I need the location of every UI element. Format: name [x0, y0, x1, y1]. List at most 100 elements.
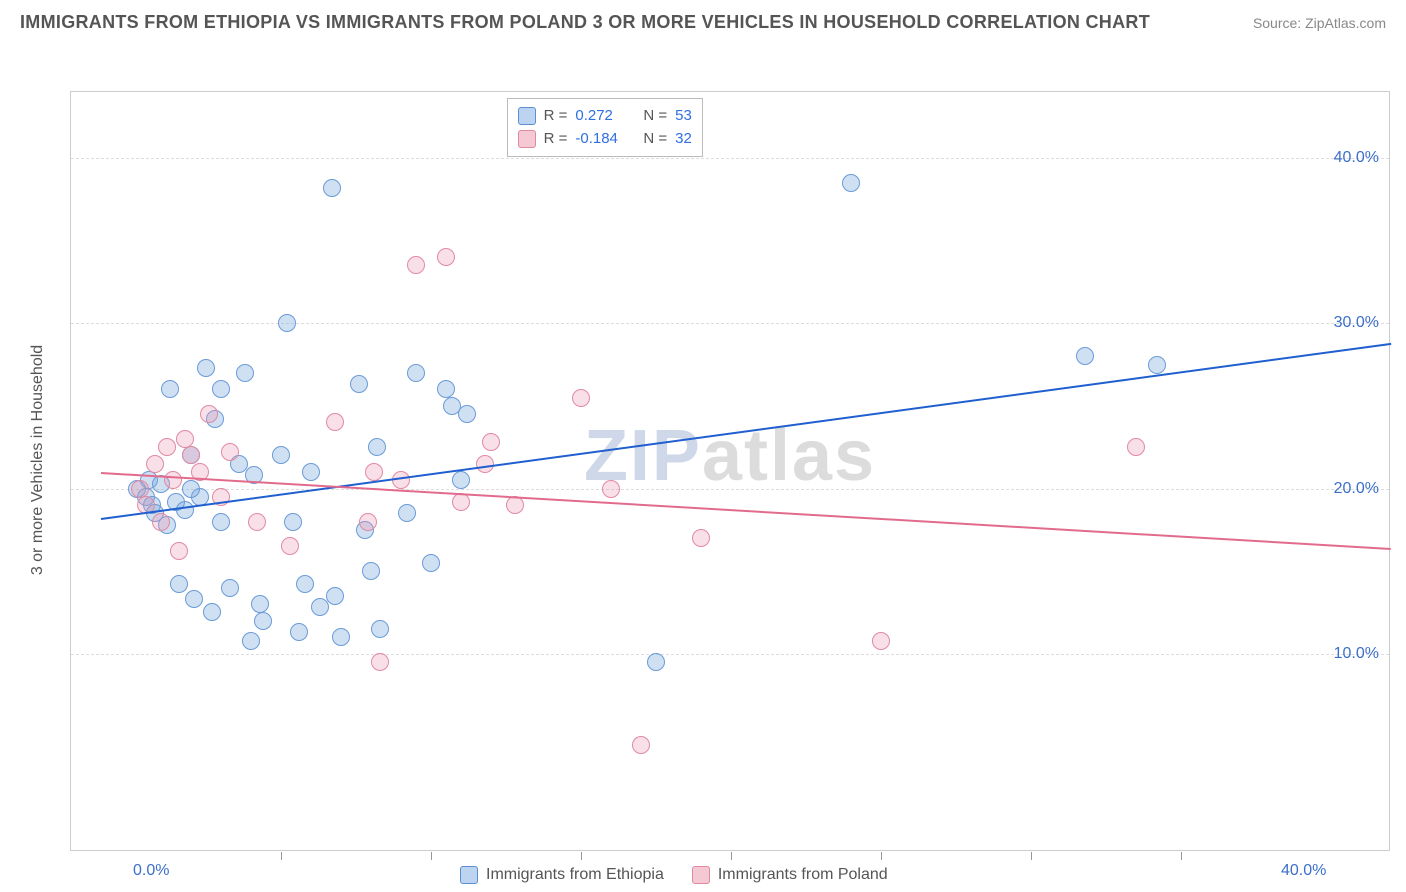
data-point	[272, 446, 290, 464]
data-point	[170, 542, 188, 560]
data-point	[632, 736, 650, 754]
legend-swatch	[518, 130, 536, 148]
y-tick-label: 40.0%	[1334, 149, 1379, 167]
data-point	[284, 513, 302, 531]
data-point	[200, 405, 218, 423]
data-point	[164, 471, 182, 489]
y-tick-label: 30.0%	[1334, 314, 1379, 332]
data-point	[236, 364, 254, 382]
data-point	[452, 471, 470, 489]
data-point	[176, 501, 194, 519]
data-point	[212, 380, 230, 398]
data-point	[158, 438, 176, 456]
data-point	[131, 480, 149, 498]
legend-label: Immigrants from Ethiopia	[486, 866, 664, 884]
data-point	[602, 480, 620, 498]
n-label: N =	[643, 105, 667, 128]
stats-legend: R = 0.272 N = 53 R = -0.184 N = 32	[507, 98, 703, 157]
data-point	[326, 413, 344, 431]
data-point	[407, 256, 425, 274]
data-point	[350, 375, 368, 393]
x-minor-tick	[1031, 852, 1032, 860]
data-point	[212, 513, 230, 531]
data-point	[278, 314, 296, 332]
r-label: R =	[544, 105, 568, 128]
data-point	[392, 471, 410, 489]
data-point	[146, 455, 164, 473]
data-point	[311, 598, 329, 616]
gridline-h	[71, 489, 1389, 490]
data-point	[365, 463, 383, 481]
data-point	[872, 632, 890, 650]
data-point	[398, 504, 416, 522]
data-point	[296, 575, 314, 593]
data-point	[359, 513, 377, 531]
legend-item: Immigrants from Ethiopia	[460, 866, 664, 884]
data-point	[185, 590, 203, 608]
data-point	[371, 620, 389, 638]
legend-item: Immigrants from Poland	[692, 866, 888, 884]
data-point	[476, 455, 494, 473]
data-point	[422, 554, 440, 572]
data-point	[221, 579, 239, 597]
y-tick-label: 20.0%	[1334, 480, 1379, 498]
y-tick-label: 10.0%	[1334, 645, 1379, 663]
gridline-h	[71, 654, 1389, 655]
data-point	[368, 438, 386, 456]
gridline-h	[71, 158, 1389, 159]
data-point	[1127, 438, 1145, 456]
data-point	[572, 389, 590, 407]
data-point	[242, 632, 260, 650]
data-point	[692, 529, 710, 547]
r-label: R =	[544, 128, 568, 151]
gridline-h	[71, 323, 1389, 324]
stats-row: R = 0.272 N = 53	[518, 105, 692, 128]
data-point	[182, 446, 200, 464]
scatter-plot: ZIPatlas 10.0%20.0%30.0%40.0%0.0%40.0%R …	[70, 91, 1390, 851]
n-value: 53	[675, 105, 692, 128]
data-point	[254, 612, 272, 630]
n-label: N =	[643, 128, 667, 151]
data-point	[248, 513, 266, 531]
x-minor-tick	[431, 852, 432, 860]
data-point	[842, 174, 860, 192]
r-value: -0.184	[575, 128, 635, 151]
data-point	[182, 480, 200, 498]
data-point	[302, 463, 320, 481]
data-point	[371, 653, 389, 671]
stats-row: R = -0.184 N = 32	[518, 128, 692, 151]
data-point	[323, 179, 341, 197]
data-point	[251, 595, 269, 613]
data-point	[152, 513, 170, 531]
legend-swatch	[692, 866, 710, 884]
data-point	[482, 433, 500, 451]
data-point	[362, 562, 380, 580]
data-point	[407, 364, 425, 382]
series-legend: Immigrants from Ethiopia Immigrants from …	[460, 866, 888, 884]
data-point	[176, 430, 194, 448]
data-point	[281, 537, 299, 555]
trend-line	[101, 343, 1391, 520]
data-point	[458, 405, 476, 423]
x-tick-label: 0.0%	[133, 862, 169, 880]
x-minor-tick	[281, 852, 282, 860]
watermark-atlas: atlas	[702, 416, 876, 496]
x-minor-tick	[731, 852, 732, 860]
y-axis-label: 3 or more Vehicles in Household	[29, 345, 47, 575]
watermark-zip: ZIP	[584, 416, 702, 496]
x-minor-tick	[1181, 852, 1182, 860]
legend-swatch	[518, 107, 536, 125]
data-point	[437, 380, 455, 398]
data-point	[197, 359, 215, 377]
data-point	[647, 653, 665, 671]
r-value: 0.272	[575, 105, 635, 128]
x-tick-label: 40.0%	[1281, 862, 1326, 880]
watermark: ZIPatlas	[584, 415, 876, 497]
data-point	[1076, 347, 1094, 365]
data-point	[290, 623, 308, 641]
data-point	[1148, 356, 1166, 374]
x-minor-tick	[581, 852, 582, 860]
data-point	[203, 603, 221, 621]
data-point	[170, 575, 188, 593]
n-value: 32	[675, 128, 692, 151]
